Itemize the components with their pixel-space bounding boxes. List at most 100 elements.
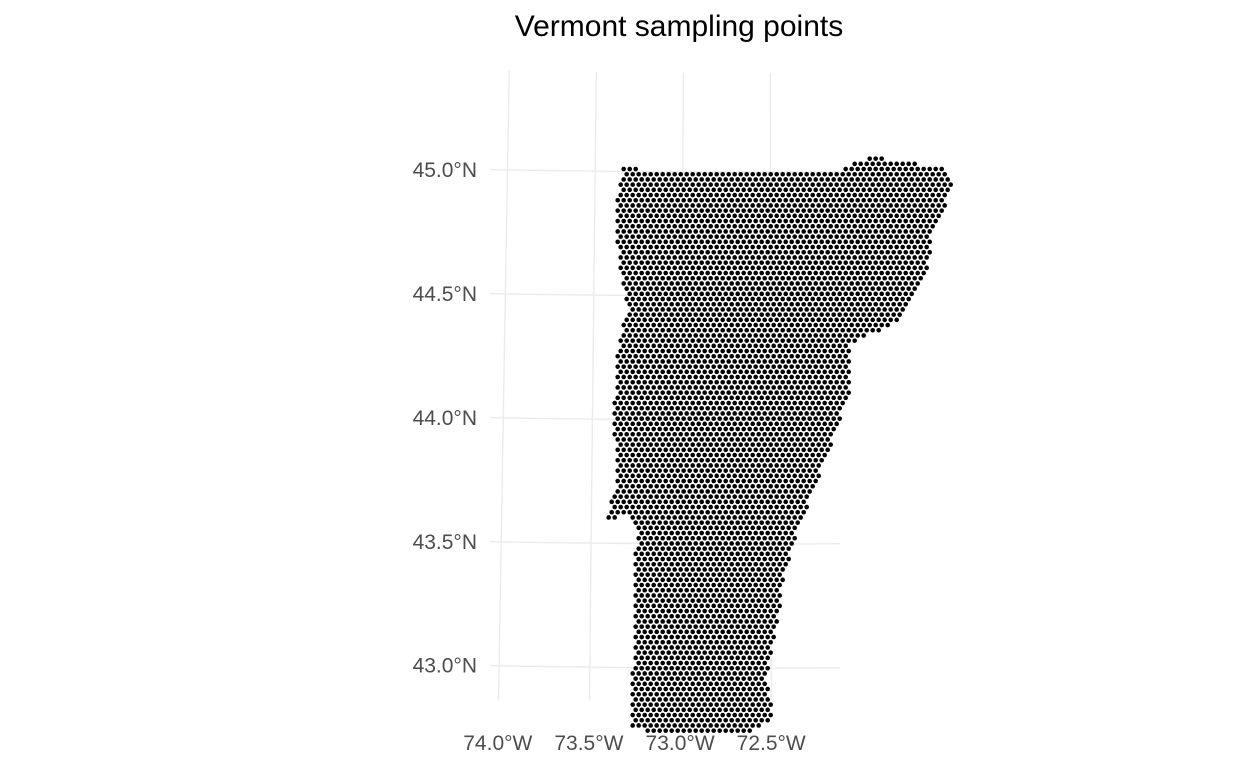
sampling-point — [693, 240, 698, 245]
sampling-point — [678, 370, 683, 375]
sampling-point — [741, 448, 746, 453]
sampling-point — [681, 396, 686, 401]
sampling-point — [660, 453, 665, 458]
sampling-point — [786, 328, 791, 333]
sampling-point — [708, 494, 713, 499]
sampling-point — [711, 656, 716, 661]
sampling-point — [699, 333, 704, 338]
sampling-point — [687, 364, 692, 369]
sampling-point — [729, 323, 734, 328]
sampling-point — [657, 666, 662, 671]
sampling-point — [774, 203, 779, 208]
sampling-point — [672, 359, 677, 364]
sampling-point — [720, 286, 725, 291]
sampling-point — [705, 468, 710, 473]
sampling-point — [750, 598, 755, 603]
sampling-point — [810, 463, 815, 468]
sampling-point — [633, 333, 638, 338]
sampling-point — [702, 588, 707, 593]
sampling-point — [888, 297, 893, 302]
sampling-point — [666, 307, 671, 312]
sampling-point — [840, 245, 845, 250]
sampling-point — [771, 375, 776, 380]
sampling-point — [765, 240, 770, 245]
sampling-point — [918, 182, 923, 187]
sampling-point — [669, 479, 674, 484]
sampling-point — [669, 250, 674, 255]
sampling-point — [645, 562, 650, 567]
sampling-point — [636, 307, 641, 312]
sampling-point — [789, 468, 794, 473]
sampling-point — [696, 432, 701, 437]
sampling-point — [660, 214, 665, 219]
sampling-point — [735, 624, 740, 629]
sampling-point — [687, 635, 692, 640]
sampling-point — [723, 250, 728, 255]
sampling-point — [669, 188, 674, 193]
sampling-point — [723, 375, 728, 380]
sampling-point — [723, 489, 728, 494]
sampling-point — [789, 448, 794, 453]
sampling-point — [651, 541, 656, 546]
sampling-point — [747, 614, 752, 619]
sampling-point — [639, 614, 644, 619]
sampling-point — [834, 318, 839, 323]
sampling-point — [867, 292, 872, 297]
sampling-point — [651, 396, 656, 401]
sampling-point — [747, 219, 752, 224]
sampling-point — [768, 474, 773, 479]
sampling-point — [882, 276, 887, 281]
sampling-point — [708, 401, 713, 406]
sampling-point — [639, 583, 644, 588]
sampling-point — [699, 676, 704, 681]
sampling-point — [657, 531, 662, 536]
sampling-point — [654, 671, 659, 676]
sampling-point — [792, 328, 797, 333]
sampling-point — [750, 546, 755, 551]
sampling-point — [684, 328, 689, 333]
sampling-point — [690, 598, 695, 603]
sampling-point — [918, 234, 923, 239]
sampling-point — [708, 619, 713, 624]
sampling-point — [651, 500, 656, 505]
sampling-point — [900, 266, 905, 271]
sampling-point — [657, 250, 662, 255]
sampling-point — [756, 515, 761, 520]
sampling-point — [753, 614, 758, 619]
sampling-point — [717, 364, 722, 369]
sampling-point — [627, 489, 632, 494]
sampling-point — [738, 349, 743, 354]
sampling-point — [756, 536, 761, 541]
sampling-point — [741, 552, 746, 557]
sampling-point — [666, 505, 671, 510]
sampling-point — [837, 260, 842, 265]
sampling-point — [723, 583, 728, 588]
sampling-point — [825, 229, 830, 234]
sampling-point — [642, 713, 647, 718]
sampling-point — [738, 630, 743, 635]
sampling-point — [669, 364, 674, 369]
sampling-point — [648, 567, 653, 572]
sampling-point — [618, 214, 623, 219]
sampling-point — [798, 380, 803, 385]
sampling-point — [693, 250, 698, 255]
sampling-point — [801, 364, 806, 369]
sampling-point — [765, 292, 770, 297]
sampling-point — [789, 375, 794, 380]
sampling-point — [804, 411, 809, 416]
sampling-point — [831, 406, 836, 411]
sampling-point — [777, 531, 782, 536]
sampling-point — [744, 702, 749, 707]
sampling-point — [825, 427, 830, 432]
sampling-point — [912, 214, 917, 219]
sampling-point — [660, 390, 665, 395]
sampling-point — [726, 380, 731, 385]
sampling-point — [744, 172, 749, 177]
sampling-point — [627, 312, 632, 317]
sampling-point — [633, 177, 638, 182]
sampling-point — [702, 297, 707, 302]
sampling-point — [750, 536, 755, 541]
sampling-point — [687, 312, 692, 317]
sampling-point — [663, 531, 668, 536]
sampling-point — [690, 193, 695, 198]
